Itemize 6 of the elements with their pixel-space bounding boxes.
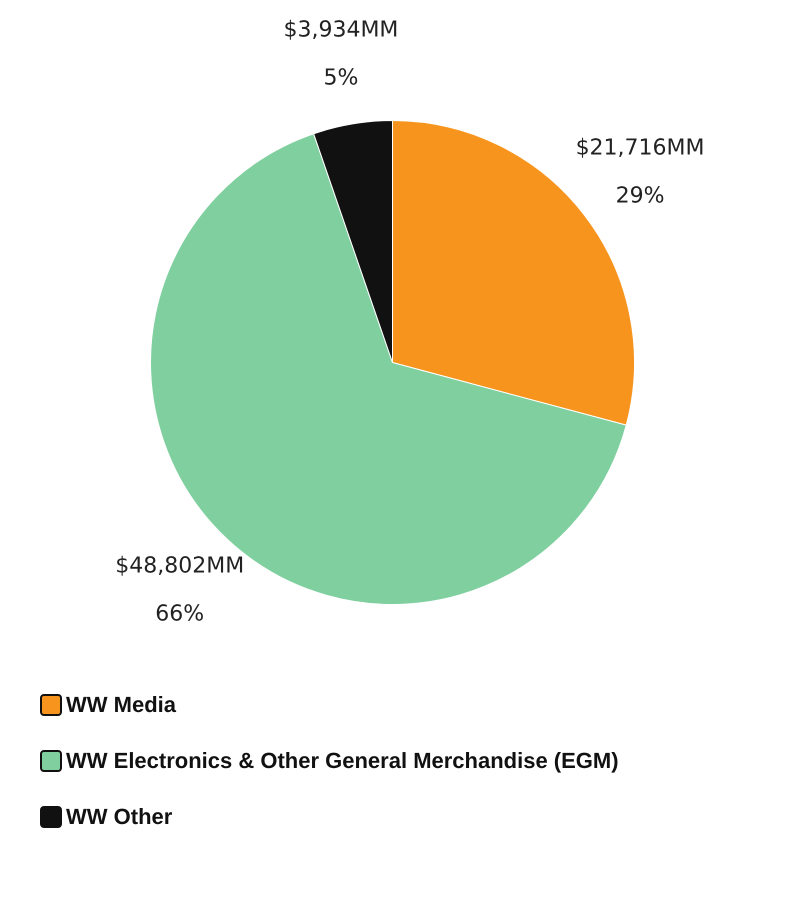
data-label: $48,802MM 66% — [115, 553, 244, 626]
legend-label: WW Electronics & Other General Merchandise (EGM) — [66, 748, 619, 774]
legend-label: WW Other — [66, 804, 172, 830]
data-label: $21,716MM 29% — [576, 135, 705, 208]
legend-label: WW Media — [66, 692, 176, 718]
data-label: $3,934MM 5% — [283, 18, 398, 91]
